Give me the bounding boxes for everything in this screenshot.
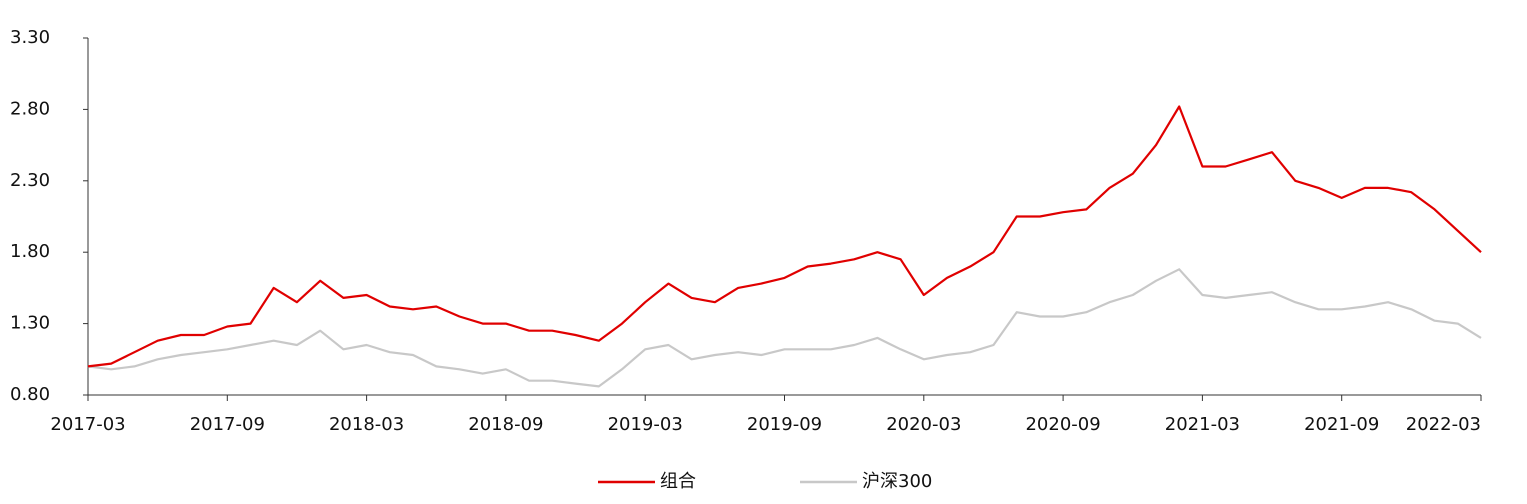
series-line <box>87 105 1482 368</box>
x-tick-label: 2018-03 <box>329 414 404 435</box>
y-tick-label: 3.30 <box>10 27 50 48</box>
x-tick-label: 2017-09 <box>190 414 265 435</box>
x-tick-label: 2019-03 <box>608 414 683 435</box>
y-tick-label: 1.80 <box>10 241 50 262</box>
x-tick-label: 2021-09 <box>1304 414 1379 435</box>
x-tick-label: 2019-09 <box>747 414 822 435</box>
x-tick-label: 2020-09 <box>1025 414 1100 435</box>
y-tick-label: 1.30 <box>10 313 50 334</box>
y-tick-label: 2.30 <box>10 170 50 191</box>
x-tick-label: 2021-03 <box>1165 414 1240 435</box>
x-tick-label: 2022-03 <box>1406 414 1481 435</box>
x-tick-label: 2018-09 <box>468 414 543 435</box>
x-tick-label: 2020-03 <box>886 414 961 435</box>
x-tick-label: 2017-03 <box>50 414 125 435</box>
y-tick-label: 0.80 <box>10 384 50 405</box>
legend-label: 组合 <box>660 471 696 492</box>
series-line <box>87 268 1482 388</box>
legend-label: 沪深300 <box>862 471 932 492</box>
y-tick-label: 2.80 <box>10 98 50 119</box>
